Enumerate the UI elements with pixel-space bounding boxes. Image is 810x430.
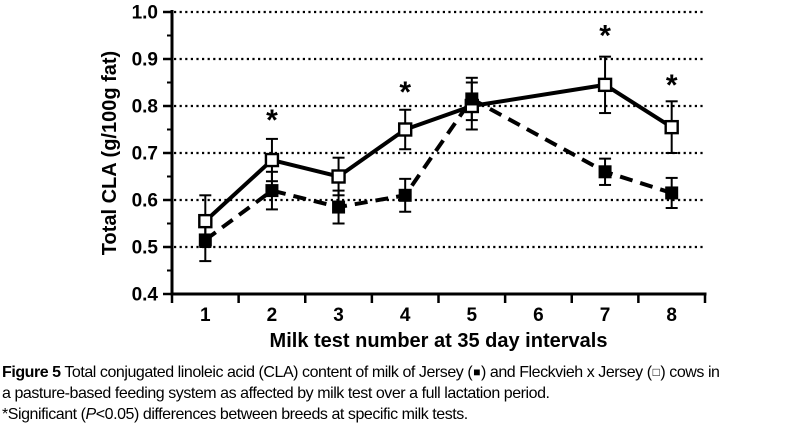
y-tick-label: 0.4 bbox=[132, 285, 159, 306]
x-tick-label: 2 bbox=[267, 305, 278, 326]
x-tick-label: 6 bbox=[533, 305, 544, 326]
marker-open-square bbox=[597, 77, 613, 93]
cla-line-chart: * * * * 0.4 0.5 0.6 0.7 0.8 0.9 1.0 1 2 3 4 5 6 7 8 Milk te… bbox=[99, 3, 707, 352]
chart-area: * * * * 0.4 0.5 0.6 0.7 0.8 0.9 1.0 1 2 3 4 5 6 7 8 Milk te… bbox=[99, 3, 707, 352]
significance-asterisk: * bbox=[266, 104, 278, 137]
marker-open-square bbox=[664, 119, 679, 135]
y-tick-label: 0.7 bbox=[132, 144, 158, 165]
x-tick-label: 1 bbox=[200, 305, 211, 326]
significance-asterisk: * bbox=[599, 20, 611, 53]
x-tick-label: 5 bbox=[467, 305, 478, 326]
caption-p-symbol: P bbox=[85, 406, 97, 423]
marker-filled-square bbox=[598, 165, 612, 179]
marker-filled-square bbox=[265, 184, 279, 198]
figure-caption: Figure 5 Total conjugated linoleic acid … bbox=[2, 362, 808, 425]
marker-filled-square bbox=[198, 233, 212, 247]
filled-square-glyph: ■ bbox=[473, 365, 481, 379]
x-tick-label: 8 bbox=[666, 305, 677, 326]
y-axis-title: Total CLA (g/100g fat) bbox=[99, 51, 121, 255]
y-tick-label: 0.6 bbox=[132, 191, 158, 212]
caption-text: Total conjugated linoleic acid (CLA) con… bbox=[60, 364, 473, 381]
caption-text: <0.05) differences between breeds at spe… bbox=[95, 406, 468, 423]
marker-filled-square bbox=[465, 92, 479, 106]
caption-figure-label: Figure 5 bbox=[2, 364, 61, 381]
x-tick-label: 4 bbox=[400, 305, 411, 326]
marker-filled-square bbox=[665, 186, 679, 200]
y-tick-label: 1.0 bbox=[132, 3, 158, 24]
significance-asterisk: * bbox=[399, 76, 411, 109]
caption-line-1: Figure 5 Total conjugated linoleic acid … bbox=[2, 362, 808, 383]
y-tick-label: 0.9 bbox=[132, 50, 158, 71]
marker-filled-square bbox=[398, 188, 412, 202]
caption-text: ) cows in bbox=[660, 364, 720, 381]
caption-text: ) and Fleckvieh x Jersey ( bbox=[481, 364, 652, 381]
marker-open-square bbox=[397, 122, 413, 137]
caption-text: a pasture-based feeding system as affect… bbox=[2, 385, 550, 402]
x-axis-title: Milk test number at 35 day intervals bbox=[270, 330, 608, 352]
x-tick-label: 3 bbox=[333, 305, 344, 326]
marker-open-square bbox=[198, 213, 213, 229]
y-tick-label: 0.5 bbox=[132, 238, 159, 259]
marker-filled-square bbox=[332, 200, 346, 214]
marker-open-square bbox=[331, 169, 346, 184]
open-square-glyph: □ bbox=[652, 365, 660, 379]
x-tick-label: 7 bbox=[600, 305, 611, 326]
marker-open-square bbox=[264, 152, 280, 168]
significance-asterisk: * bbox=[666, 69, 678, 102]
y-tick-label: 0.8 bbox=[132, 97, 158, 118]
caption-text: *Significant ( bbox=[2, 406, 86, 423]
caption-line-2: a pasture-based feeding system as affect… bbox=[2, 383, 808, 404]
caption-line-3: *Significant (P<0.05) differences betwee… bbox=[2, 404, 808, 425]
